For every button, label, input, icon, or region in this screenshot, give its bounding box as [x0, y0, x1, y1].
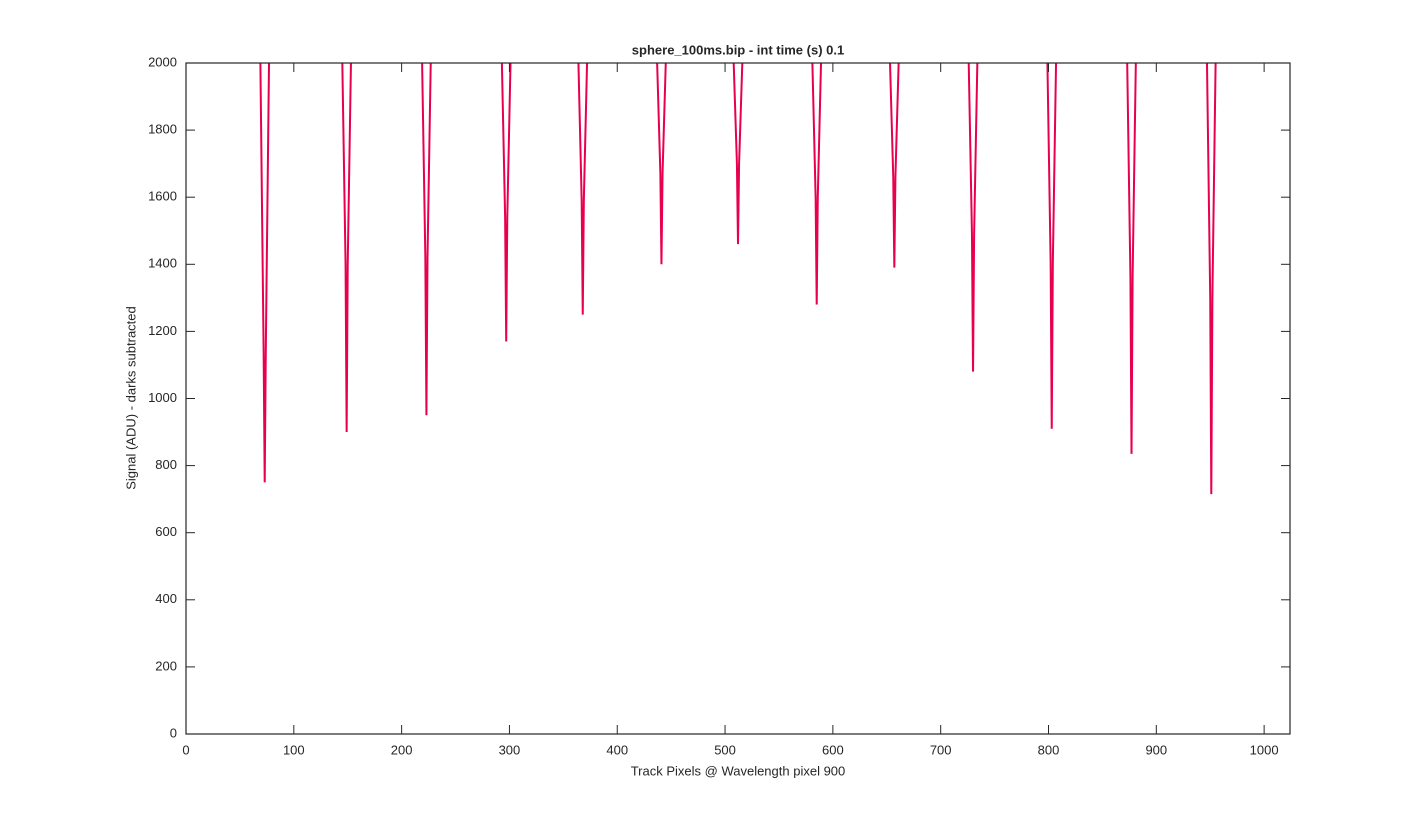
series-line: [1205, 63, 1217, 495]
x-tick-label: 100: [283, 742, 305, 757]
x-tick-label: 400: [606, 742, 628, 757]
series-line: [341, 63, 352, 433]
series-line: [967, 63, 979, 372]
axes-box: [185, 62, 1291, 735]
x-tick-label: 0: [182, 742, 189, 757]
y-tick-label: 400: [155, 591, 177, 606]
x-tick-label: 1000: [1250, 742, 1279, 757]
x-tick-label: 800: [1038, 742, 1060, 757]
y-tick-label: 1600: [148, 189, 177, 204]
series-line: [500, 63, 512, 342]
y-tick-label: 800: [155, 457, 177, 472]
chart-title: sphere_100ms.bip - int time (s) 0.1: [632, 42, 844, 57]
x-tick-label: 300: [499, 742, 521, 757]
y-tick-label: 0: [170, 725, 177, 740]
series-line: [259, 63, 271, 483]
y-axis-label: Signal (ADU) - darks subtracted: [123, 306, 138, 490]
x-axis-label: Track Pixels @ Wavelength pixel 900: [631, 763, 846, 778]
x-tick-label: 700: [930, 742, 952, 757]
series-line: [732, 63, 744, 245]
y-tick-label: 600: [155, 524, 177, 539]
series-line: [889, 63, 900, 268]
series-line: [577, 63, 589, 315]
y-tick-label: 1800: [148, 122, 177, 137]
x-tick-label: 500: [714, 742, 736, 757]
x-tick-label: 200: [391, 742, 413, 757]
series-line: [1126, 63, 1137, 454]
y-tick-label: 1400: [148, 256, 177, 271]
y-tick-label: 1200: [148, 323, 177, 338]
plot-area: [259, 63, 1217, 495]
y-tick-label: 1000: [148, 390, 177, 405]
series-line: [421, 63, 432, 416]
y-tick-label: 2000: [148, 54, 177, 69]
series-line: [811, 63, 823, 305]
y-tick-label: 200: [155, 658, 177, 673]
series-line: [656, 63, 667, 265]
x-tick-label: 600: [822, 742, 844, 757]
x-tick-label: 900: [1145, 742, 1167, 757]
series-line: [1046, 63, 1058, 429]
